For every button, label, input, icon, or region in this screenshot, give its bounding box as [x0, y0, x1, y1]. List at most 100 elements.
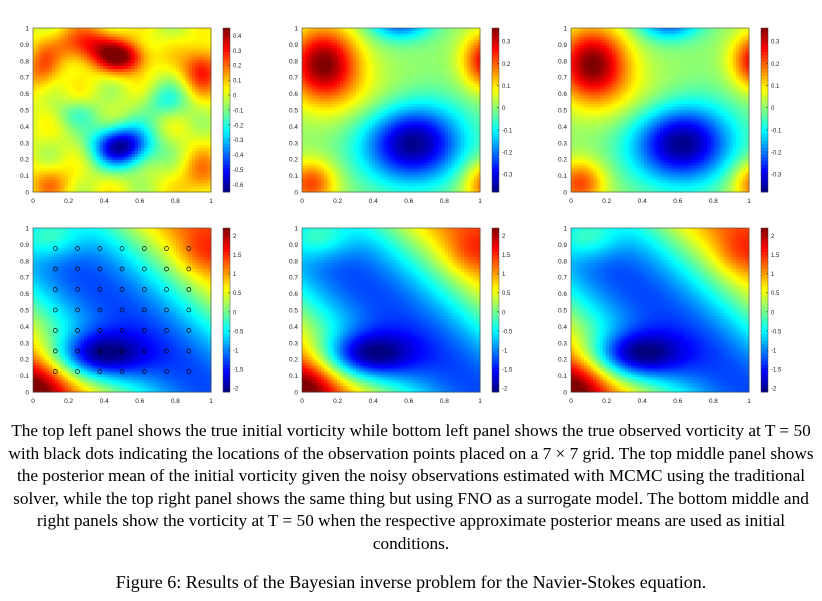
- x-tick-label: 0.6: [673, 398, 682, 405]
- observation-point: [186, 287, 192, 292]
- colorbar-tick-label: 0.5: [771, 291, 780, 297]
- colorbar-tick-label: 0.2: [233, 64, 242, 70]
- y-tick-label: 0.6: [289, 291, 298, 298]
- observation-point: [75, 328, 80, 333]
- colorbar-tick-label: 0: [502, 310, 506, 316]
- observation-point: [97, 266, 103, 272]
- x-tick-label: 1: [209, 398, 213, 405]
- x-tick-label: 0.4: [100, 198, 109, 205]
- colorbar: [760, 227, 769, 393]
- colorbar: [491, 227, 500, 393]
- y-tick-label: 0.7: [558, 275, 567, 282]
- x-tick-label: 0: [569, 198, 573, 205]
- colorbar-tick-label: 1.5: [233, 253, 242, 259]
- observation-point: [75, 266, 80, 272]
- plot-area: [301, 27, 481, 193]
- x-tick-label: 0: [300, 198, 304, 205]
- y-tick-label: 0.3: [20, 340, 29, 347]
- observation-point: [141, 328, 147, 333]
- x-tick-label: 0.8: [171, 198, 180, 205]
- x-tick-label: 0: [300, 398, 304, 405]
- panel-bottom-middle: 10.90.80.70.60.50.40.30.20.100 0.2 0.4 0.6 0…: [289, 226, 513, 406]
- observation-point: [75, 369, 80, 374]
- observation-point: [119, 266, 125, 272]
- panel-top-middle: 10.90.80.70.60.50.40.30.20.100 0.2 0.4 0.6 0…: [289, 26, 513, 206]
- colorbar-tick-label: -0.1: [233, 108, 244, 114]
- y-tick-label: 0.9: [289, 242, 298, 249]
- x-tick-label: 0.2: [64, 398, 73, 405]
- y-tick-label: 1: [563, 26, 567, 33]
- y-tick-label: 0.7: [20, 75, 29, 82]
- x-tick-label: 0.2: [602, 398, 611, 405]
- colorbar-tick-label: 0.1: [502, 84, 511, 90]
- colorbar-tick-label: -0.2: [233, 123, 244, 129]
- colorbar-tick-label: 0: [233, 93, 237, 99]
- y-tick-label: 0.3: [289, 140, 298, 147]
- y-tick-label: 0.5: [558, 308, 567, 315]
- y-tick-label: 0.9: [20, 242, 29, 249]
- colorbar-tick-label: 0: [233, 310, 237, 316]
- observation-point: [75, 246, 80, 251]
- y-tick-label: 0.7: [289, 75, 298, 82]
- y-tick-label: 0.1: [558, 373, 567, 380]
- colorbar-tick-label: -0.3: [771, 173, 782, 179]
- plot-area: [301, 227, 481, 393]
- y-tick-label: 0: [563, 190, 567, 197]
- colorbar-tick-label: 2: [502, 234, 506, 240]
- y-tick-label: 0.8: [558, 58, 567, 65]
- colorbar-tick-label: 0.3: [502, 40, 511, 46]
- y-tick-label: 0.5: [289, 308, 298, 315]
- y-tick-label: 0.9: [289, 42, 298, 49]
- colorbar-tick-label: 1.5: [771, 253, 780, 259]
- y-tick-label: 0.7: [289, 275, 298, 282]
- observation-point: [164, 307, 169, 313]
- x-tick-label: 0.8: [171, 398, 180, 405]
- observation-point: [119, 328, 125, 333]
- x-tick-label: 0.4: [369, 198, 378, 205]
- observation-point: [164, 287, 169, 292]
- observation-point: [97, 287, 103, 292]
- x-tick-label: 0.2: [602, 198, 611, 205]
- plot-area: [32, 27, 212, 193]
- colorbar-tick-label: -0.1: [502, 128, 513, 134]
- x-tick-label: 0.8: [709, 198, 718, 205]
- y-tick-label: 0.8: [20, 258, 29, 265]
- y-tick-label: 1: [294, 226, 298, 233]
- colorbar-tick-label: -1.5: [502, 368, 513, 374]
- colorbar-tick-label: -0.4: [233, 153, 244, 159]
- plot-area: [570, 27, 750, 193]
- y-tick-label: 1: [25, 26, 29, 33]
- colorbar: [222, 227, 231, 393]
- colorbar-tick-label: 1.5: [502, 253, 511, 259]
- colorbar-tick-label: -1.5: [233, 368, 244, 374]
- colorbar-tick-label: 0: [771, 106, 775, 112]
- observation-point: [119, 307, 125, 313]
- y-tick-label: 0: [563, 390, 567, 397]
- colorbar-tick-label: 0.5: [502, 291, 511, 297]
- figure-panels: 10.90.80.70.60.50.40.30.20.100 0.2 0.4 0.6 0…: [20, 26, 782, 406]
- observation-point: [141, 246, 147, 251]
- x-tick-label: 0: [31, 398, 35, 405]
- y-tick-label: 0.8: [20, 58, 29, 65]
- y-tick-label: 0: [25, 390, 29, 397]
- colorbar-tick-label: 0: [502, 106, 506, 112]
- colorbar-tick-label: -0.3: [502, 173, 513, 179]
- y-tick-label: 0.1: [558, 173, 567, 180]
- x-tick-label: 0.4: [638, 198, 647, 205]
- y-tick-label: 0.6: [20, 91, 29, 98]
- colorbar-tick-label: -1: [233, 348, 239, 354]
- colorbar-tick-label: -0.3: [233, 138, 244, 144]
- y-tick-label: 0.4: [289, 124, 298, 131]
- colorbar: [760, 27, 769, 193]
- y-tick-label: 0.5: [289, 108, 298, 115]
- panel-top-left: 10.90.80.70.60.50.40.30.20.100 0.2 0.4 0.6 0…: [20, 26, 244, 206]
- observation-point: [164, 328, 169, 333]
- colorbar-tick-label: 0.3: [771, 40, 780, 46]
- y-tick-label: 0.3: [558, 140, 567, 147]
- y-tick-label: 0.1: [289, 373, 298, 380]
- y-tick-label: 0.7: [558, 75, 567, 82]
- y-tick-label: 0.2: [558, 357, 567, 364]
- figure-description: The top left panel shows the true initia…: [8, 421, 814, 553]
- x-tick-label: 0: [569, 398, 573, 405]
- x-tick-label: 0.6: [135, 198, 144, 205]
